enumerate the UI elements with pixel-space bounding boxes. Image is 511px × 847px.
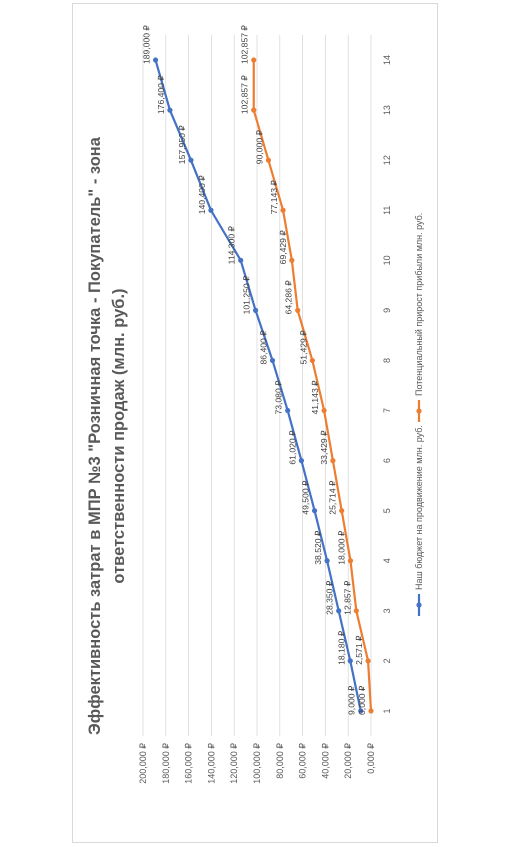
- data-label: 101,250 ₽: [242, 275, 252, 314]
- y-tick-label: 0,000 ₽: [366, 743, 376, 774]
- data-point: [309, 357, 315, 364]
- data-label: 73,080 ₽: [274, 380, 284, 415]
- data-label: 28,350 ₽: [325, 580, 335, 615]
- x-tick-label: 7: [382, 408, 392, 413]
- x-tick-label: 1: [382, 708, 392, 713]
- data-label: 157,950 ₽: [177, 125, 187, 164]
- data-label: 18,000 ₽: [336, 530, 346, 565]
- data-point: [311, 508, 318, 514]
- data-label: 0,000 ₽: [357, 685, 367, 715]
- y-tick-label: 200,000 ₽: [138, 743, 148, 784]
- series-line: [154, 59, 362, 712]
- data-point: [285, 407, 291, 414]
- x-tick-label: 11: [382, 206, 392, 215]
- data-label: 41,143 ₽: [310, 380, 320, 415]
- y-tick-label: 140,000 ₽: [206, 743, 216, 784]
- x-tick-label: 9: [382, 308, 392, 313]
- legend: Наш бюджет на продвижение млн. руб. Потен…: [414, 213, 424, 616]
- data-label: 51,429 ₽: [298, 330, 308, 365]
- chart-title-line2: ответственности продаж (млн. руб.): [110, 288, 128, 583]
- series-1: [152, 57, 364, 714]
- data-label: 69,429 ₽: [278, 230, 288, 265]
- x-tick-label: 10: [382, 255, 392, 265]
- data-point: [336, 608, 342, 614]
- data-point: [280, 207, 286, 213]
- data-point: [295, 307, 301, 313]
- data-point: [208, 207, 214, 213]
- data-point: [347, 658, 353, 664]
- data-label: 114,300 ₽: [227, 226, 237, 265]
- data-label: 102,857 ₽: [240, 25, 250, 64]
- data-point: [167, 107, 173, 113]
- x-tick-label: 8: [382, 358, 392, 363]
- data-label: 102,857 ₽: [240, 75, 250, 114]
- data-label: 176,400 ₽: [156, 75, 166, 114]
- y-tick-label: 20,000 ₽: [343, 743, 353, 779]
- data-label: 61,020 ₽: [287, 430, 297, 465]
- data-label: 64,286 ₽: [284, 280, 294, 315]
- data-label: 140,400 ₽: [197, 175, 207, 214]
- data-label: 189,000 ₽: [142, 25, 152, 64]
- x-tick-label: 6: [382, 458, 392, 463]
- y-tick-label: 80,000 ₽: [275, 743, 285, 779]
- y-tick-label: 60,000 ₽: [298, 743, 308, 779]
- data-point: [321, 407, 327, 414]
- data-point: [365, 658, 371, 664]
- y-tick-label: 100,000 ₽: [252, 743, 262, 784]
- y-axis-ticks: 0,000 ₽ 20,000 ₽ 40,000 ₽ 60,000 ₽ 80,000 ₽ 1…: [138, 743, 376, 784]
- data-point: [252, 307, 259, 313]
- data-label: 86,400 ₽: [259, 330, 269, 365]
- data-label: 18,180 ₽: [336, 630, 346, 665]
- data-label: 38,520 ₽: [313, 530, 323, 565]
- data-label: 25,714 ₽: [328, 480, 338, 515]
- data-label: 77,143 ₽: [269, 180, 279, 215]
- legend-marker: [416, 602, 422, 608]
- chart-title-line1: Эффективность затрат в МПР №3 "Розничная…: [86, 136, 104, 735]
- series-2: [251, 57, 374, 714]
- series-layer: [152, 57, 374, 714]
- data-point: [269, 357, 276, 364]
- legend-label: Наш бюджет на продвижение млн. руб.: [414, 425, 424, 590]
- data-point: [353, 608, 359, 614]
- data-label: 49,500 ₽: [301, 480, 311, 515]
- data-point: [368, 708, 374, 714]
- data-point: [265, 157, 271, 163]
- data-point: [238, 257, 244, 263]
- data-label: 33,429 ₽: [319, 430, 329, 465]
- chart-frame: [72, 3, 438, 843]
- data-point: [152, 57, 159, 63]
- data-label: 90,000 ₽: [254, 130, 264, 165]
- data-label: 2,571 ₽: [354, 635, 364, 665]
- data-point: [330, 458, 336, 464]
- x-tick-label: 13: [382, 105, 392, 115]
- data-point: [289, 257, 295, 263]
- x-tick-label: 4: [382, 558, 392, 563]
- data-point: [298, 458, 305, 464]
- data-point: [347, 558, 354, 564]
- data-point: [188, 157, 194, 163]
- x-tick-label: 12: [382, 155, 392, 165]
- data-point: [358, 708, 364, 714]
- x-tick-label: 14: [382, 55, 392, 65]
- x-tick-label: 2: [382, 658, 392, 663]
- y-tick-label: 120,000 ₽: [229, 743, 239, 784]
- data-point: [324, 558, 330, 564]
- legend-label: Потенциальный прирост прибыли млн. руб.: [414, 213, 424, 396]
- data-labels: 9,000 ₽ 18,180 ₽ 28,350 ₽ 38,520 ₽ 49,500 ₽ 6…: [142, 25, 367, 715]
- data-label: 12,857 ₽: [342, 580, 352, 615]
- data-point: [251, 57, 257, 63]
- y-tick-label: 40,000 ₽: [320, 743, 330, 779]
- y-tick-label: 160,000 ₽: [184, 743, 194, 784]
- data-point: [339, 508, 345, 514]
- legend-marker: [416, 408, 422, 414]
- x-tick-label: 3: [382, 608, 392, 613]
- x-tick-label: 5: [382, 508, 392, 513]
- data-point: [251, 107, 257, 113]
- y-tick-label: 180,000 ₽: [161, 743, 171, 784]
- series-line: [252, 60, 373, 712]
- data-label: 9,000 ₽: [347, 685, 357, 715]
